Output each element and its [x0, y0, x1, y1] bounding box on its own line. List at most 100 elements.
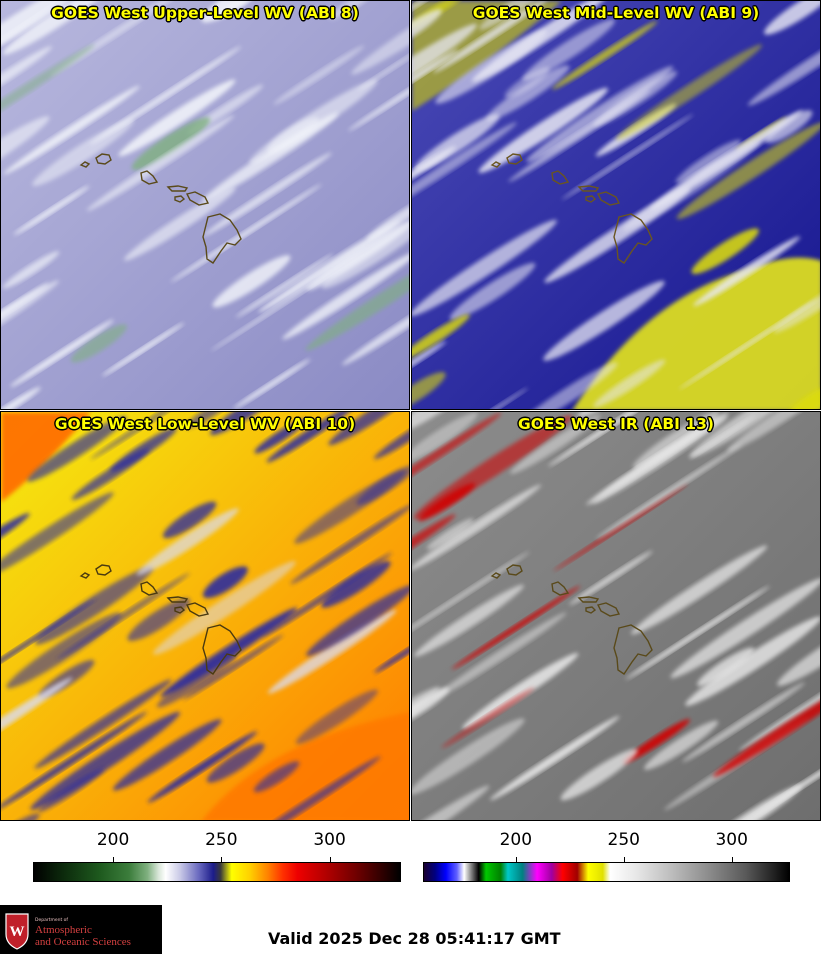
satellite-image: [1, 412, 409, 820]
cloud-streak: [233, 358, 311, 409]
island-coastlines: [79, 564, 242, 675]
colorbar-tick-label: 200: [499, 830, 533, 850]
cloud-streak: [329, 1, 380, 20]
cloud-streak: [596, 444, 742, 539]
cloud-streak: [412, 514, 456, 582]
cloud-streak: [13, 185, 90, 236]
island-outline: [585, 195, 597, 203]
cloud-streak: [10, 319, 114, 388]
cloud-streak: [449, 262, 536, 320]
cloud-streak: [441, 687, 535, 749]
cloud-streak: [321, 561, 391, 608]
cloud-streak: [765, 110, 813, 143]
island-outline: [506, 153, 523, 165]
cloud-streak: [644, 720, 719, 770]
logo-dept-text: Department of: [35, 918, 68, 923]
island-coastlines: [490, 153, 653, 264]
cloud-streak: [510, 414, 601, 474]
cloud-streak: [738, 652, 820, 752]
island-coastlines: [79, 153, 242, 264]
cloud-streak: [543, 280, 665, 361]
cloud-streak: [412, 785, 490, 820]
cloud-streak: [102, 322, 185, 377]
cloud-streak: [426, 518, 474, 550]
island-outline: [577, 185, 600, 192]
cloud-streak: [412, 49, 459, 101]
svg-text:W: W: [10, 924, 25, 940]
island-outline: [202, 624, 242, 675]
cloud-streak: [57, 572, 190, 660]
footer: W Department of Atmospheric and Oceanic …: [0, 900, 822, 954]
cloud-streak: [548, 412, 688, 467]
cloud-streak: [418, 483, 476, 521]
island-outline: [174, 195, 186, 203]
cloud-streak: [622, 719, 691, 764]
colorbar-tick-mark: [623, 857, 625, 862]
cloud-streak: [290, 503, 409, 585]
cloud-streak: [160, 607, 298, 698]
cloud-streak: [1, 711, 148, 811]
cloud-streak: [723, 747, 820, 820]
cloud-streak: [201, 1, 268, 23]
cloud-streak: [490, 715, 620, 801]
cloud-streak: [1, 387, 41, 409]
colorbar-tick-label: 200: [96, 830, 130, 850]
cloud-streak: [112, 719, 222, 791]
colorbar-tick-mark: [113, 857, 115, 862]
cloud-streak: [212, 255, 291, 308]
cloud-streak: [35, 566, 154, 645]
panel-low-level-wv: GOES West Low-Level WV (ABI 10): [0, 411, 410, 821]
cloud-streak: [6, 612, 122, 689]
cloud-streak: [185, 412, 235, 429]
cloud-streak: [253, 761, 300, 793]
cloud-streak: [305, 248, 409, 351]
cloud-streak: [630, 545, 768, 635]
cloud-streak: [593, 359, 666, 408]
dry-region: [412, 1, 562, 111]
panel-title: GOES West IR (ABI 13): [518, 415, 714, 433]
cloud-streak: [414, 584, 524, 657]
cloud-streak: [162, 501, 217, 539]
cloud-streak: [625, 585, 770, 680]
cloud-streak: [202, 566, 248, 599]
cloud-streak: [321, 214, 409, 289]
cloud-streak: [210, 412, 284, 436]
logo-line1: Atmospheric: [35, 924, 92, 936]
cloud-streak: [773, 272, 820, 333]
cloud-streak: [485, 65, 570, 121]
cloud-streak: [632, 412, 720, 469]
cloud-streak: [118, 79, 236, 157]
cloud-streak: [412, 146, 457, 192]
cloud-streak: [712, 679, 820, 778]
cloud-streak: [1, 492, 114, 579]
cloud-streak: [1, 46, 52, 109]
colorbar-tick-mark: [515, 857, 517, 862]
cloud-streak: [697, 647, 755, 687]
cloud-streak: [435, 29, 548, 104]
cloud-streak: [679, 299, 818, 390]
colorbar-tick-mark: [329, 857, 331, 862]
colorbar-tick-mark: [731, 857, 733, 862]
cloud-streak: [451, 585, 581, 670]
island-outline: [596, 602, 621, 617]
island-outline: [551, 581, 570, 596]
colorbar-tick-label: 250: [205, 830, 238, 850]
cloud-streak: [462, 652, 579, 730]
cloud-streak: [373, 412, 409, 460]
cloud-streak: [685, 616, 820, 706]
cloud-streak: [551, 20, 658, 90]
island-outline: [490, 161, 502, 168]
cloud-streak: [478, 87, 609, 173]
satellite-image: [412, 1, 820, 409]
panel-ir: GOES West IR (ABI 13): [411, 411, 821, 821]
cloud-streak: [34, 679, 172, 769]
colorbar-area: 200 250 300 200 250 300: [0, 822, 822, 892]
colorbar-tick-label: 300: [715, 830, 748, 850]
cloud-streak: [412, 412, 502, 504]
island-outline: [95, 564, 112, 576]
cloud-streak: [273, 45, 365, 105]
dry-region: [573, 257, 820, 409]
island-outline: [166, 185, 189, 192]
island-outline: [551, 170, 570, 185]
cloud-streak: [783, 382, 820, 409]
